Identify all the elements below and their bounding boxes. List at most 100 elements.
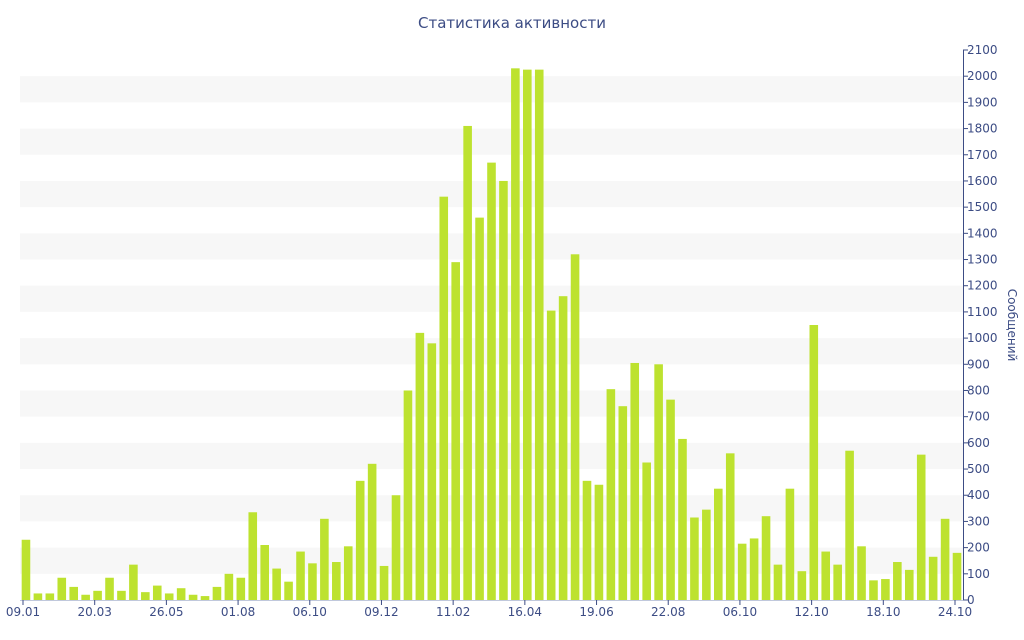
bar bbox=[164, 593, 174, 600]
grid-band bbox=[20, 128, 963, 155]
bar bbox=[785, 488, 795, 600]
bar bbox=[332, 562, 341, 600]
bar bbox=[881, 579, 890, 600]
bar bbox=[606, 389, 616, 600]
bar bbox=[260, 545, 269, 600]
bar bbox=[678, 438, 687, 600]
y-tick-label: 400 bbox=[967, 488, 990, 502]
x-tick-label: 16.04 bbox=[508, 605, 542, 619]
bar bbox=[427, 343, 437, 600]
bar bbox=[594, 484, 604, 600]
y-tick-label: 1100 bbox=[967, 305, 998, 319]
bar bbox=[654, 364, 663, 600]
bar bbox=[45, 593, 55, 600]
bar bbox=[343, 546, 353, 600]
x-tick-label: 24.10 bbox=[938, 605, 972, 619]
y-tick-label: 1500 bbox=[967, 200, 998, 214]
bar bbox=[105, 577, 114, 600]
y-tick-label: 800 bbox=[967, 383, 990, 397]
bar bbox=[523, 69, 532, 600]
y-tick-label: 1800 bbox=[967, 122, 998, 136]
y-tick-label: 700 bbox=[967, 410, 990, 424]
bar bbox=[188, 594, 198, 600]
x-tick-label: 01.08 bbox=[221, 605, 255, 619]
chart-title: Статистика активности bbox=[418, 14, 606, 32]
bar bbox=[308, 563, 317, 600]
bar bbox=[857, 546, 866, 600]
y-tick-label: 1700 bbox=[967, 148, 998, 162]
bar bbox=[928, 556, 938, 600]
bar bbox=[714, 488, 723, 600]
bar bbox=[367, 463, 377, 600]
bar bbox=[737, 543, 747, 600]
x-tick-label: 11.02 bbox=[436, 605, 470, 619]
y-tick-label: 0 bbox=[967, 593, 975, 607]
bar bbox=[152, 585, 162, 600]
bar bbox=[761, 516, 771, 600]
bar bbox=[534, 69, 544, 600]
bar bbox=[320, 518, 329, 600]
bar bbox=[582, 480, 592, 600]
y-tick-label: 200 bbox=[967, 541, 990, 555]
y-tick-label: 1900 bbox=[967, 95, 998, 109]
bar bbox=[904, 569, 914, 600]
bar bbox=[893, 562, 902, 600]
bar bbox=[391, 495, 401, 600]
bar bbox=[916, 454, 926, 600]
x-tick-label: 22.08 bbox=[651, 605, 685, 619]
y-tick-label: 1000 bbox=[967, 331, 998, 345]
y-tick-label: 900 bbox=[967, 357, 990, 371]
bar bbox=[355, 480, 365, 600]
x-tick-label: 20.03 bbox=[78, 605, 112, 619]
y-tick-label: 600 bbox=[967, 436, 990, 450]
x-tick-label: 26.05 bbox=[149, 605, 183, 619]
y-tick-label: 1400 bbox=[967, 226, 998, 240]
y-tick-label: 1600 bbox=[967, 174, 998, 188]
bar bbox=[666, 399, 675, 600]
bar bbox=[463, 125, 472, 600]
bar bbox=[558, 296, 568, 600]
bar bbox=[129, 564, 138, 600]
bar bbox=[93, 590, 102, 600]
y-tick-label: 1200 bbox=[967, 279, 998, 293]
bar bbox=[224, 573, 234, 600]
bar bbox=[176, 588, 186, 600]
y-tick-label: 500 bbox=[967, 462, 990, 476]
x-tick-label: 18.10 bbox=[866, 605, 900, 619]
bar bbox=[952, 552, 962, 600]
bar bbox=[415, 332, 425, 600]
bar bbox=[296, 551, 305, 600]
x-tick-label: 09.01 bbox=[6, 605, 40, 619]
bar bbox=[845, 450, 854, 600]
bar bbox=[749, 538, 759, 600]
bar bbox=[379, 565, 389, 600]
bar bbox=[773, 564, 783, 600]
bar bbox=[284, 581, 293, 600]
y-tick-label: 2100 bbox=[967, 43, 998, 57]
bar bbox=[833, 564, 842, 600]
bar bbox=[212, 586, 222, 600]
bar bbox=[618, 406, 628, 600]
bar bbox=[33, 593, 43, 600]
y-tick-label: 1300 bbox=[967, 253, 998, 267]
bar bbox=[403, 390, 413, 600]
x-tick-label: 19.06 bbox=[579, 605, 613, 619]
y-tick-label: 300 bbox=[967, 514, 990, 528]
grid-band bbox=[20, 76, 963, 103]
x-tick-label: 09.12 bbox=[364, 605, 398, 619]
bar bbox=[57, 577, 67, 600]
bar bbox=[869, 580, 878, 600]
bar bbox=[475, 217, 484, 600]
y-tick-label: 100 bbox=[967, 567, 990, 581]
x-tick-label: 06.10 bbox=[723, 605, 757, 619]
bar bbox=[69, 586, 79, 600]
bar bbox=[630, 362, 640, 600]
bar bbox=[821, 551, 831, 600]
bar bbox=[702, 509, 711, 600]
bar bbox=[451, 262, 460, 600]
bar bbox=[499, 180, 508, 600]
y-axis-title: Сообщений bbox=[1005, 289, 1019, 362]
bar bbox=[117, 590, 126, 600]
